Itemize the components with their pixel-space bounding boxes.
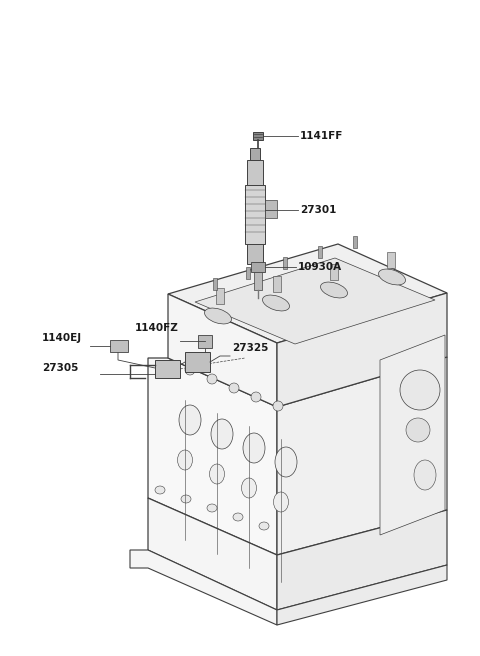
Polygon shape xyxy=(277,510,447,610)
Circle shape xyxy=(251,392,261,402)
Polygon shape xyxy=(254,272,262,290)
Circle shape xyxy=(185,365,195,375)
Polygon shape xyxy=(185,352,210,372)
Polygon shape xyxy=(353,236,357,248)
Ellipse shape xyxy=(211,419,233,449)
Circle shape xyxy=(273,401,283,411)
Ellipse shape xyxy=(379,269,406,285)
Polygon shape xyxy=(245,185,265,244)
Text: 27301: 27301 xyxy=(300,205,336,215)
Ellipse shape xyxy=(155,486,165,494)
Polygon shape xyxy=(247,160,263,185)
Ellipse shape xyxy=(233,513,243,521)
Polygon shape xyxy=(155,360,180,378)
Text: 27305: 27305 xyxy=(42,363,78,373)
Ellipse shape xyxy=(259,522,269,530)
Polygon shape xyxy=(213,278,217,290)
Polygon shape xyxy=(247,244,263,264)
Ellipse shape xyxy=(204,308,231,324)
Ellipse shape xyxy=(178,450,192,470)
Polygon shape xyxy=(253,132,263,140)
Ellipse shape xyxy=(263,295,289,311)
Ellipse shape xyxy=(181,495,191,503)
Text: 1140EJ: 1140EJ xyxy=(42,333,82,343)
Text: 10930A: 10930A xyxy=(298,262,342,272)
Text: 27325: 27325 xyxy=(232,343,268,353)
Ellipse shape xyxy=(207,504,217,512)
Ellipse shape xyxy=(414,460,436,490)
Ellipse shape xyxy=(241,478,256,498)
Polygon shape xyxy=(250,148,260,160)
Ellipse shape xyxy=(243,433,265,463)
Polygon shape xyxy=(148,358,277,555)
Polygon shape xyxy=(195,258,435,344)
Ellipse shape xyxy=(274,492,288,512)
Polygon shape xyxy=(277,565,447,625)
Polygon shape xyxy=(277,293,447,407)
Polygon shape xyxy=(318,246,322,258)
Polygon shape xyxy=(380,335,445,535)
Polygon shape xyxy=(148,498,277,610)
Polygon shape xyxy=(277,357,447,555)
Circle shape xyxy=(406,418,430,442)
Polygon shape xyxy=(330,264,338,280)
Text: 1141FF: 1141FF xyxy=(300,131,343,141)
Polygon shape xyxy=(251,262,265,272)
Polygon shape xyxy=(198,335,212,348)
Polygon shape xyxy=(265,200,277,218)
Circle shape xyxy=(400,370,440,410)
Polygon shape xyxy=(168,244,447,343)
Ellipse shape xyxy=(321,282,348,298)
Polygon shape xyxy=(216,288,224,304)
Text: 1140FZ: 1140FZ xyxy=(135,323,179,333)
Polygon shape xyxy=(130,550,277,625)
Polygon shape xyxy=(168,294,277,407)
Circle shape xyxy=(207,374,217,384)
Polygon shape xyxy=(387,252,395,268)
Polygon shape xyxy=(246,267,250,279)
Ellipse shape xyxy=(179,405,201,435)
Polygon shape xyxy=(273,276,281,292)
Ellipse shape xyxy=(275,447,297,477)
Polygon shape xyxy=(283,257,287,269)
Circle shape xyxy=(229,383,239,393)
Ellipse shape xyxy=(209,464,225,484)
Polygon shape xyxy=(110,340,128,352)
